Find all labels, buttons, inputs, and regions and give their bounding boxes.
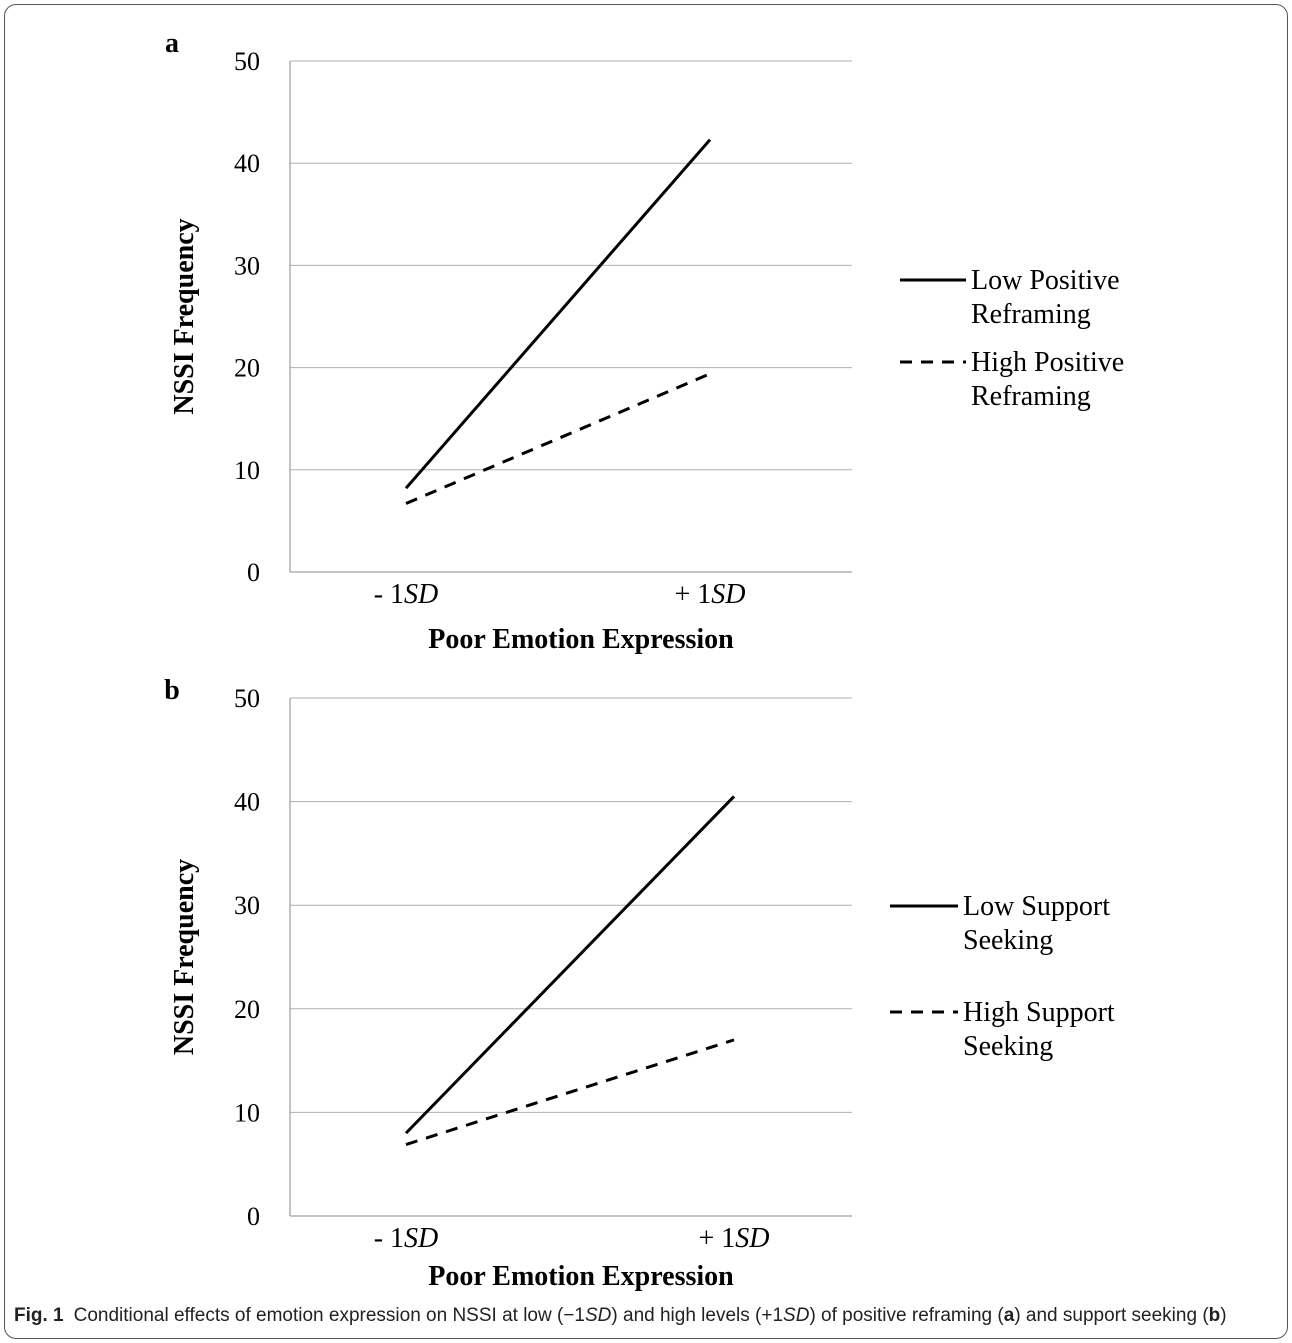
x-tick-label: - 1SD xyxy=(374,1223,439,1254)
x-tick-label: + 1SD xyxy=(674,579,745,610)
x-tick-label-prefix: + 1 xyxy=(698,1223,735,1254)
figure-caption-text: Conditional effects of emotion expressio… xyxy=(74,1305,1227,1326)
x-tick-label-prefix: + 1 xyxy=(674,579,711,610)
panel-label: b xyxy=(164,675,180,706)
y-tick-label: 30 xyxy=(234,891,260,920)
y-tick-label: 10 xyxy=(234,456,260,485)
y-tick-label: 20 xyxy=(234,354,260,383)
legend-label: Low Positive xyxy=(971,265,1120,296)
legend-label: Reframing xyxy=(971,381,1091,412)
series-line-solid xyxy=(404,138,712,490)
y-tick-label: 40 xyxy=(234,788,260,817)
x-axis-title: Poor Emotion Expression xyxy=(428,1261,734,1292)
y-axis-title: NSSI Frequency xyxy=(169,859,200,1055)
figure-frame xyxy=(4,4,1288,1339)
caption-fragment: b xyxy=(1208,1305,1221,1326)
caption-fragment: a xyxy=(1003,1305,1015,1326)
caption-fragment: ) and high levels (+1 xyxy=(611,1305,784,1326)
legend-label: High Support xyxy=(963,997,1115,1028)
caption-fragment: ) xyxy=(1220,1305,1227,1326)
x-tick-label-unit: SD xyxy=(735,1223,769,1254)
y-axis-title: NSSI Frequency xyxy=(169,218,200,414)
x-tick-label-unit: SD xyxy=(404,579,438,610)
panel-label: a xyxy=(165,28,179,59)
y-tick-label: 30 xyxy=(234,251,260,280)
series-line-solid xyxy=(404,795,736,1135)
series-line-dashed xyxy=(405,372,711,505)
x-tick-label-prefix: - 1 xyxy=(374,579,404,610)
x-tick-label: - 1SD xyxy=(374,579,439,610)
y-tick-label: 50 xyxy=(234,47,260,76)
figure-caption-label: Fig. 1 xyxy=(14,1305,64,1326)
x-tick-label-unit: SD xyxy=(404,1223,438,1254)
caption-fragment: Conditional effects of emotion expressio… xyxy=(73,1305,585,1326)
x-axis-title: Poor Emotion Expression xyxy=(428,624,734,655)
caption-fragment: ) of positive reframing ( xyxy=(809,1305,1004,1326)
caption-fragment: ) and support seeking ( xyxy=(1014,1305,1209,1326)
x-tick-label-unit: SD xyxy=(711,579,745,610)
y-tick-label: 0 xyxy=(247,1202,260,1231)
y-tick-label: 50 xyxy=(234,684,260,713)
caption-fragment: SD xyxy=(783,1305,810,1326)
legend-label: Low Support xyxy=(963,891,1110,922)
legend-label: Seeking xyxy=(963,1031,1053,1062)
y-tick-label: 20 xyxy=(234,995,260,1024)
legend-label: High Positive xyxy=(971,347,1124,378)
legend-label: Reframing xyxy=(971,299,1091,330)
legend-label: Seeking xyxy=(963,925,1053,956)
x-tick-label-prefix: - 1 xyxy=(374,1223,404,1254)
series-line-dashed xyxy=(405,1038,735,1146)
caption-fragment: SD xyxy=(584,1305,612,1326)
y-tick-label: 10 xyxy=(234,1098,260,1127)
figure-caption: Fig. 1 Conditional effects of emotion exp… xyxy=(14,1305,1282,1327)
y-tick-label: 40 xyxy=(234,149,260,178)
x-tick-label: + 1SD xyxy=(698,1223,769,1254)
y-tick-label: 0 xyxy=(247,558,260,587)
